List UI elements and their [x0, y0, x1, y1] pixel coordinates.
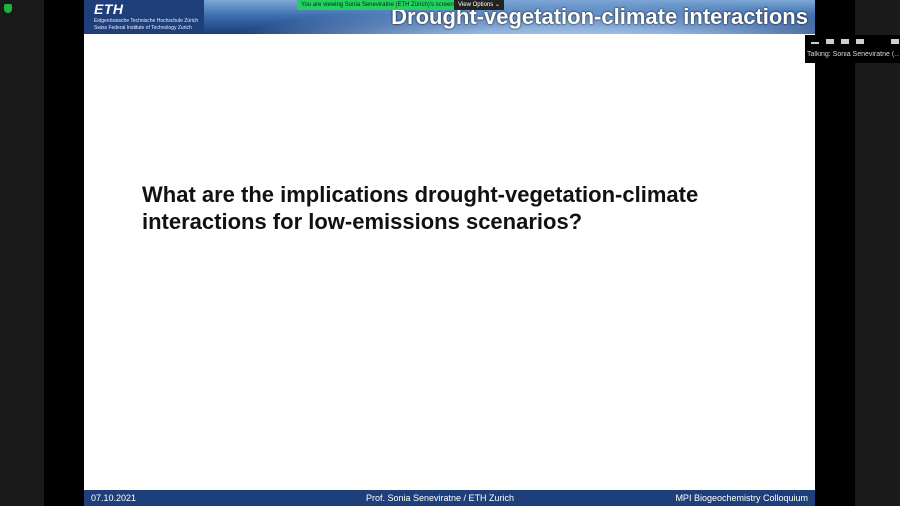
eth-logo: ETH	[94, 1, 124, 17]
institution-name-en: Swiss Federal Institute of Technology Zu…	[94, 25, 192, 31]
view-options-label: View Options	[458, 2, 494, 8]
institution-name-de: Eidgenössische Technische Hochschule Zür…	[94, 18, 199, 24]
encryption-shield-icon[interactable]	[4, 4, 12, 13]
chevron-down-icon: ⌄	[494, 2, 500, 8]
gallery-view-icon[interactable]	[856, 39, 864, 44]
view-options-button[interactable]: View Options ⌄	[454, 0, 504, 10]
footer-presenter: Prof. Sonia Seneviratne / ETH Zurich	[366, 493, 515, 503]
slide-header-banner: ETH Eidgenössische Technische Hochschule…	[84, 0, 815, 34]
question-line-2: interactions for low-emissions scenarios…	[142, 209, 583, 234]
slide-question: What are the implications drought-vegeta…	[142, 181, 782, 235]
right-letterbox	[815, 0, 855, 506]
screen-share-indicator: You are viewing Sonia Seneviratne (ETH Z…	[297, 0, 458, 10]
footer-event: MPI Biogeochemistry Colloquium	[675, 493, 808, 503]
speaker-panel: Talking: Sonia Seneviratne (...	[805, 35, 900, 63]
question-line-1: What are the implications drought-vegeta…	[142, 182, 699, 207]
left-letterbox	[44, 0, 84, 506]
side-by-side-icon[interactable]	[891, 39, 899, 44]
minimize-icon[interactable]	[811, 42, 819, 44]
eth-logo-block: ETH Eidgenössische Technische Hochschule…	[84, 0, 204, 34]
footer-date: 07.10.2021	[91, 493, 137, 503]
speaker-view-icon[interactable]	[841, 39, 849, 44]
talking-indicator: Talking: Sonia Seneviratne (...	[807, 51, 899, 58]
shared-slide: ETH Eidgenössische Technische Hochschule…	[84, 0, 815, 506]
hide-video-icon[interactable]	[826, 39, 834, 44]
slide-footer: 07.10.2021 Prof. Sonia Seneviratne / ETH…	[84, 490, 815, 506]
